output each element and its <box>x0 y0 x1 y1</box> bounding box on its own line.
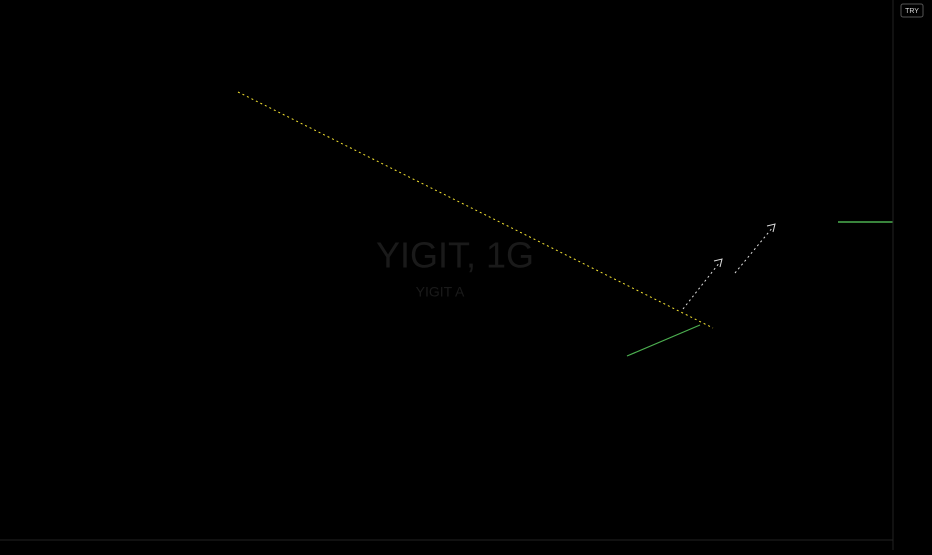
support-line[interactable] <box>626 324 701 357</box>
watermark-sub: YIGIT A <box>416 284 465 300</box>
arrow-head <box>766 223 776 233</box>
trend-line[interactable] <box>237 91 714 329</box>
currency-box[interactable] <box>900 3 924 18</box>
currency[interactable]: TRY <box>905 8 919 15</box>
arrow-head <box>713 258 723 268</box>
watermark: YIGIT, 1G <box>376 235 534 276</box>
